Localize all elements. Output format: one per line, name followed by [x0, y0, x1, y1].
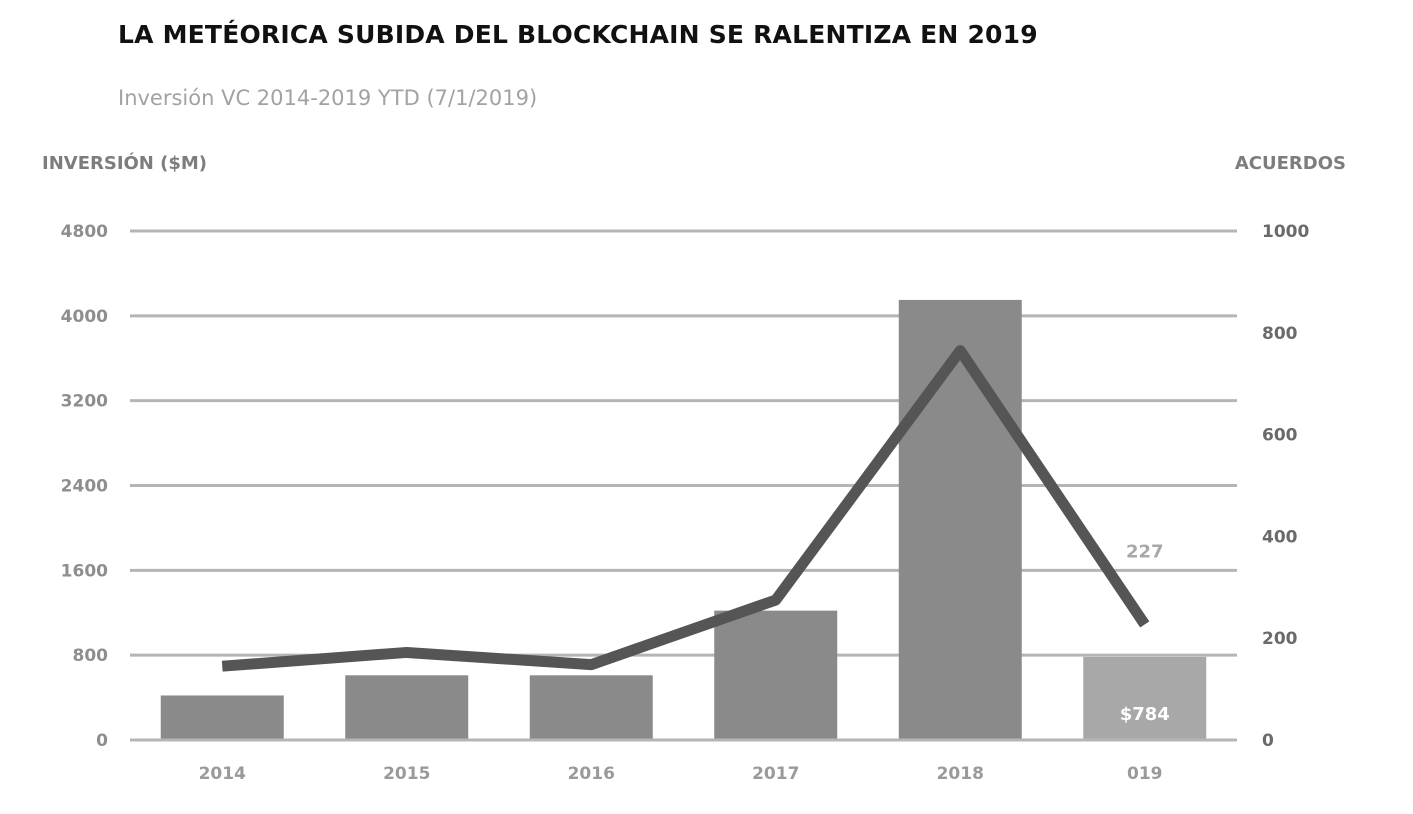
x-tick-label: 2016 [568, 764, 615, 784]
y-tick-label: 4800 [61, 222, 108, 242]
right-axis-title: ACUERDOS [1234, 153, 1346, 174]
chart-title: LA METÉORICA SUBIDA DEL BLOCKCHAIN SE RA… [118, 20, 1038, 49]
y2-tick-label: 600 [1262, 426, 1298, 446]
y-tick-label: 1600 [61, 561, 108, 581]
bar-2016 [529, 675, 653, 739]
y2-tick-label: 800 [1262, 324, 1298, 344]
deals-line [221, 345, 1150, 672]
y2-tick-label: 1000 [1262, 222, 1309, 242]
x-tick-label: 2017 [752, 764, 799, 784]
y-tick-label: 2400 [61, 477, 108, 497]
x-tick-label: 019 [1127, 764, 1163, 784]
bar-2015 [345, 675, 469, 739]
x-tick-label: 2015 [383, 764, 430, 784]
bar-019 [1083, 656, 1207, 739]
y-tick-label: 4000 [61, 307, 108, 327]
y2-tick-label: 400 [1262, 527, 1298, 547]
y-tick-label: 800 [73, 646, 109, 666]
bar-2014 [160, 695, 284, 739]
y2-tick-label: 200 [1262, 629, 1298, 649]
left-axis-title: INVERSIÓN ($M) [42, 153, 208, 174]
y2-tick-label: 0 [1262, 731, 1274, 751]
x-tick-label: 2014 [199, 764, 246, 784]
x-tick-label: 2018 [937, 764, 984, 784]
deals-data-label: 227 [1126, 541, 1164, 562]
y-tick-label: 0 [96, 731, 108, 751]
investment-data-label: $784 [1120, 704, 1170, 725]
y-tick-label: 3200 [61, 392, 108, 412]
bar-2018 [898, 299, 1022, 739]
bar-2017 [714, 610, 838, 739]
chart-subtitle: Inversión VC 2014-2019 YTD (7/1/2019) [118, 86, 538, 110]
